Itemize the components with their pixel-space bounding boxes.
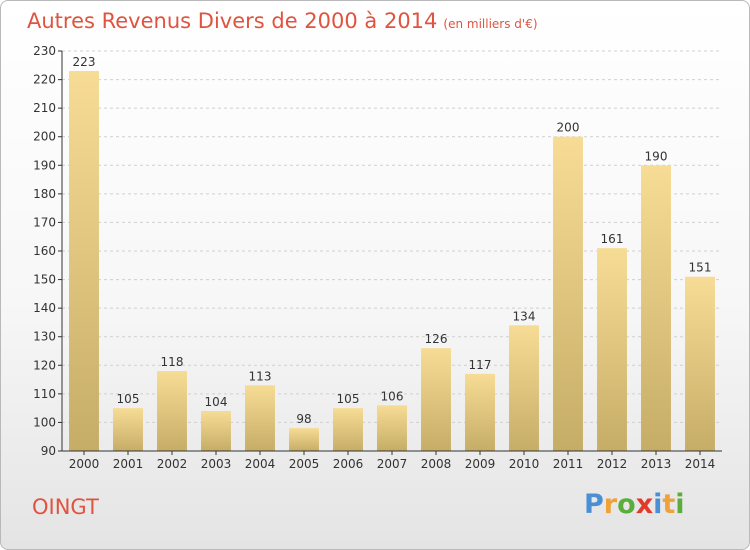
data-label-2001: 105 — [117, 392, 140, 406]
bar-2000 — [69, 71, 99, 451]
data-label-2012: 161 — [601, 232, 624, 246]
y-tick-label-210: 210 — [33, 101, 56, 115]
y-tick-label-220: 220 — [33, 73, 56, 87]
y-tick-label-100: 100 — [33, 415, 56, 429]
x-tick-label-2008: 2008 — [421, 457, 452, 471]
x-tick-label-2013: 2013 — [641, 457, 672, 471]
chart-title-text: Autres Revenus Divers de 2000 à 2014 — [27, 9, 438, 33]
bar-2009 — [465, 373, 495, 451]
x-tick-label-2007: 2007 — [377, 457, 408, 471]
y-tick-label-90: 90 — [41, 444, 56, 458]
y-tick-label-120: 120 — [33, 358, 56, 372]
y-tick-label-130: 130 — [33, 330, 56, 344]
data-label-2006: 105 — [337, 392, 360, 406]
x-tick-label-2005: 2005 — [289, 457, 320, 471]
chart-unit: (en milliers d'€) — [443, 17, 538, 31]
y-tick-label-200: 200 — [33, 130, 56, 144]
data-label-2009: 117 — [469, 358, 492, 372]
x-tick-label-2003: 2003 — [201, 457, 232, 471]
data-label-2011: 200 — [557, 121, 580, 135]
y-tick-label-180: 180 — [33, 187, 56, 201]
proxiti-logo: Proxiti — [584, 489, 685, 520]
y-tick-label-160: 160 — [33, 244, 56, 258]
data-label-2003: 104 — [205, 395, 228, 409]
y-tick-label-190: 190 — [33, 158, 56, 172]
bar-2007 — [377, 405, 407, 451]
bar-2012 — [597, 248, 627, 451]
bar-2008 — [421, 348, 451, 451]
y-tick-label-170: 170 — [33, 215, 56, 229]
y-tick-label-140: 140 — [33, 301, 56, 315]
x-tick-label-2011: 2011 — [553, 457, 584, 471]
bar-2010 — [509, 325, 539, 451]
bar-2003 — [201, 411, 231, 451]
x-tick-label-2012: 2012 — [597, 457, 628, 471]
bar-2011 — [553, 136, 583, 451]
y-tick-label-150: 150 — [33, 273, 56, 287]
axes: 90 100 110 120 130 140 150 160 170 180 190 200 210 22… — [33, 44, 722, 471]
data-label-2007: 106 — [381, 389, 404, 403]
x-tick-label-2002: 2002 — [157, 457, 188, 471]
bar-2002 — [157, 371, 187, 451]
bar-2004 — [245, 385, 275, 451]
x-tick-label-2000: 2000 — [69, 457, 100, 471]
bar-2001 — [113, 408, 143, 451]
bar-2006 — [333, 408, 363, 451]
x-tick-label-2009: 2009 — [465, 457, 496, 471]
bars — [69, 71, 715, 452]
x-tick-label-2010: 2010 — [509, 457, 540, 471]
data-label-2005: 98 — [296, 412, 311, 426]
y-tick-label-230: 230 — [33, 44, 56, 58]
place-name: OINGT — [32, 495, 99, 519]
data-label-2004: 113 — [249, 369, 272, 383]
bar-2005 — [289, 428, 319, 451]
data-label-2014: 151 — [689, 261, 712, 275]
data-label-2000: 223 — [73, 55, 96, 69]
data-label-2008: 126 — [425, 332, 448, 346]
x-tick-label-2014: 2014 — [685, 457, 716, 471]
bar-2013 — [641, 165, 671, 452]
chart-title: Autres Revenus Divers de 2000 à 2014 (en … — [27, 9, 538, 33]
data-labels: 223 105 118 104 113 98 105 106 126 117 134 200 161 19… — [73, 55, 712, 426]
data-label-2010: 134 — [513, 309, 536, 323]
y-tick-label-110: 110 — [33, 387, 56, 401]
x-tick-label-2004: 2004 — [245, 457, 276, 471]
data-label-2002: 118 — [161, 355, 184, 369]
data-label-2013: 190 — [645, 149, 668, 163]
x-tick-label-2001: 2001 — [113, 457, 144, 471]
x-tick-label-2006: 2006 — [333, 457, 364, 471]
bar-2014 — [685, 276, 715, 451]
